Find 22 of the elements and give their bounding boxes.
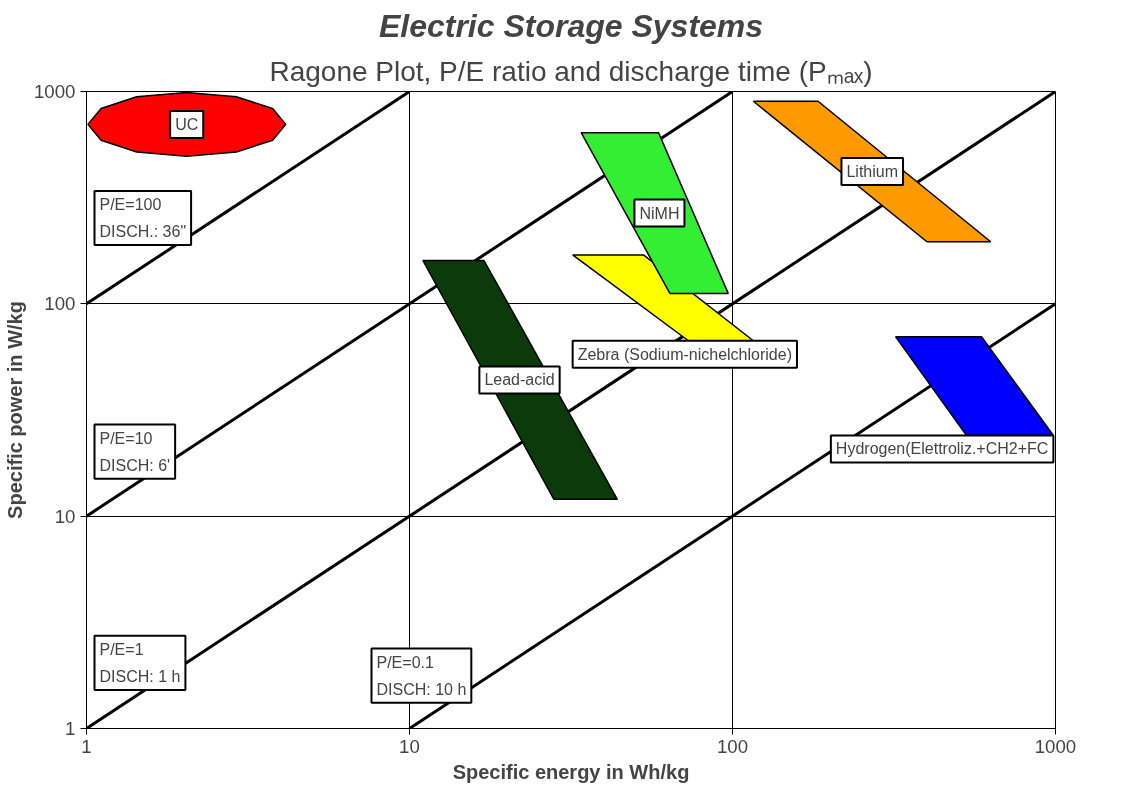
y-tick-label: 1 [65,718,76,739]
x-tick-label: 1 [81,735,92,757]
annotation: P/E=100 DISCH.: 36" [99,195,187,241]
annotation: P/E=0.1 DISCH: 10 h [376,653,467,698]
series-label: Zebra (Sodium-nichelchloride) [577,345,792,363]
series-label: UC [175,115,199,133]
y-axis-title: Specific power in W/kg [4,301,26,519]
y-tick-label: 10 [54,505,76,527]
series-label: NiMH [639,204,680,222]
series-label: Lead-acid [484,371,555,389]
annotation: P/E=10 DISCH: 6' [99,429,171,474]
series-label: Lithium [846,163,899,180]
y-tick-label: 100 [44,293,76,315]
annotation: P/E=1 DISCH: 1 h [99,640,181,685]
x-tick-label: 1000 [1034,735,1077,757]
x-tick-label: 100 [716,735,749,757]
x-axis-title: Specific energy in Wh/kg [452,760,690,783]
chart-subtitle: Ragone Plot, P/E ratio and discharge time (Pₘₐₓ) [269,55,873,87]
chart-title: Electric Storage Systems [378,7,764,44]
y-tick-label: 1000 [34,81,76,102]
series-label: Hydrogen(Elettroliz.+CH2+FC [835,440,1049,458]
x-tick-label: 10 [399,735,420,757]
